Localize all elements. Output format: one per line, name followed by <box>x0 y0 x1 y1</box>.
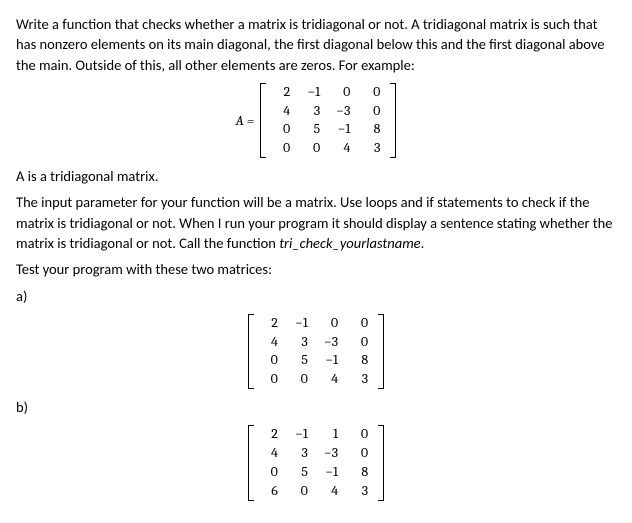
table-row: 6 0 4 3 <box>256 482 376 501</box>
cell: −3 <box>328 102 358 121</box>
cell: 0 <box>346 314 376 333</box>
cell: −3 <box>316 333 346 352</box>
cell: 0 <box>346 333 376 352</box>
cell: 5 <box>298 120 328 139</box>
cell: 6 <box>256 482 286 501</box>
table-row: 0 0 4 3 <box>256 370 376 389</box>
intro-paragraph-3: The input parameter for your function wi… <box>16 192 616 253</box>
matrix-b-block: 2 −1 1 0 4 3 −3 0 0 5 −1 8 6 0 4 3 <box>16 425 616 500</box>
cell: 0 <box>256 351 286 370</box>
cell: 2 <box>256 314 286 333</box>
table-row: 4 3 −3 0 <box>268 102 388 121</box>
cell: 0 <box>286 482 316 501</box>
cell: 4 <box>268 102 298 121</box>
matrix-A-block: A = 2 −1 0 0 4 3 −3 0 0 5 −1 8 0 <box>16 83 616 158</box>
cell: 3 <box>358 139 388 158</box>
cell: 0 <box>286 370 316 389</box>
cell: 8 <box>346 463 376 482</box>
table-row: 2 −1 0 0 <box>256 314 376 333</box>
cell: −1 <box>316 351 346 370</box>
table-row: 0 0 4 3 <box>268 139 388 158</box>
cell: 3 <box>346 370 376 389</box>
cell: 3 <box>346 482 376 501</box>
table-row: 4 3 −3 0 <box>256 333 376 352</box>
cell: 0 <box>346 425 376 444</box>
cell: 0 <box>268 120 298 139</box>
cell: 8 <box>346 351 376 370</box>
table-row: 2 −1 0 0 <box>268 83 388 102</box>
cell: −1 <box>298 83 328 102</box>
intro-paragraph-2: A is a tridiagonal matrix. <box>16 166 616 186</box>
matrix-a-block: 2 −1 0 0 4 3 −3 0 0 5 −1 8 0 0 4 3 <box>16 314 616 389</box>
matrix-b-table: 2 −1 1 0 4 3 −3 0 0 5 −1 8 6 0 4 3 <box>256 425 376 500</box>
cell: 0 <box>268 139 298 158</box>
cell: −1 <box>286 314 316 333</box>
cell: 4 <box>256 444 286 463</box>
cell: 2 <box>256 425 286 444</box>
cell: 4 <box>316 370 346 389</box>
intro-paragraph-4: Test your program with these two matrice… <box>16 259 616 279</box>
cell: 4 <box>328 139 358 158</box>
cell: 0 <box>358 83 388 102</box>
matrix-a: 2 −1 0 0 4 3 −3 0 0 5 −1 8 0 0 4 3 <box>248 314 384 389</box>
cell: 0 <box>358 102 388 121</box>
cell: 4 <box>256 333 286 352</box>
label-b: b) <box>16 397 616 417</box>
cell: 0 <box>316 314 346 333</box>
table-row: 0 5 −1 8 <box>268 120 388 139</box>
cell: 0 <box>256 370 286 389</box>
table-row: 0 5 −1 8 <box>256 351 376 370</box>
cell: 1 <box>316 425 346 444</box>
cell: −1 <box>316 463 346 482</box>
intro-paragraph-1: Write a function that checks whether a m… <box>16 14 616 75</box>
cell: 0 <box>328 83 358 102</box>
matrix-a-table: 2 −1 0 0 4 3 −3 0 0 5 −1 8 0 0 4 3 <box>256 314 376 389</box>
matrix-A-label: A = <box>236 111 255 131</box>
matrix-A-table: 2 −1 0 0 4 3 −3 0 0 5 −1 8 0 0 4 3 <box>268 83 388 158</box>
cell: 3 <box>298 102 328 121</box>
label-a: a) <box>16 286 616 306</box>
table-row: 2 −1 1 0 <box>256 425 376 444</box>
cell: 5 <box>286 463 316 482</box>
matrix-A: 2 −1 0 0 4 3 −3 0 0 5 −1 8 0 0 4 3 <box>260 83 396 158</box>
cell: −3 <box>316 444 346 463</box>
cell: 0 <box>256 463 286 482</box>
function-name: tri_check_yourlastname <box>279 234 420 252</box>
cell: 5 <box>286 351 316 370</box>
text-span: . <box>421 234 425 252</box>
cell: 0 <box>298 139 328 158</box>
cell: 3 <box>286 333 316 352</box>
table-row: 4 3 −3 0 <box>256 444 376 463</box>
cell: 0 <box>346 444 376 463</box>
cell: 8 <box>358 120 388 139</box>
cell: −1 <box>286 425 316 444</box>
cell: 3 <box>286 444 316 463</box>
cell: 4 <box>316 482 346 501</box>
table-row: 0 5 −1 8 <box>256 463 376 482</box>
cell: 2 <box>268 83 298 102</box>
matrix-b: 2 −1 1 0 4 3 −3 0 0 5 −1 8 6 0 4 3 <box>248 425 384 500</box>
cell: −1 <box>328 120 358 139</box>
